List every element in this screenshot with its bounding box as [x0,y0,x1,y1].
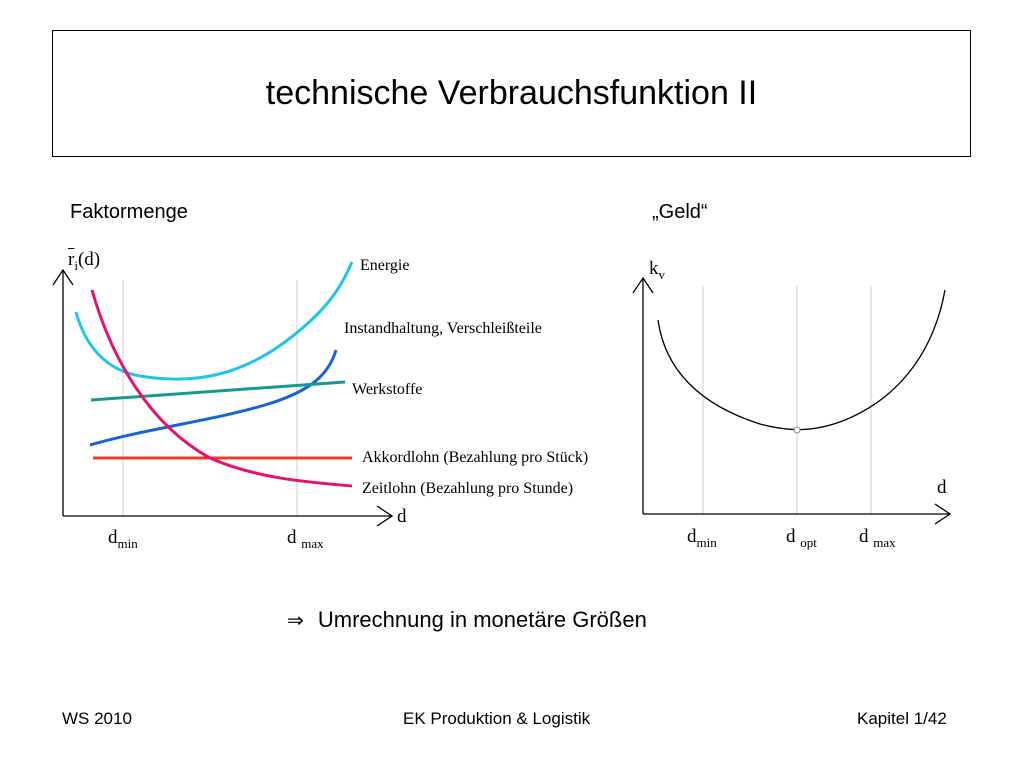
footer-center: EK Produktion & Logistik [403,709,591,728]
left-chart [52,261,394,527]
left-dmin-label: dmin [108,527,138,552]
legend-energie: Energie [360,257,410,274]
r-dmax-sub: max [873,534,896,550]
r-dmax-main: d [859,526,869,547]
y-label-tail: (d) [77,249,101,270]
kv-sub: v [658,266,666,282]
implies-arrow-icon: ⇒ [287,610,304,632]
right-dmin-label: dmin [687,526,717,551]
dmin-sub: min [117,535,138,551]
y-label-sub: i [74,257,78,273]
series-line-werkstoffe [90,380,346,402]
right-x-axis-arrow [934,503,952,525]
series-line-zeitlohn [90,289,353,488]
legend-zeitlohn: Zeitlohn (Bezahlung pro Stunde) [362,480,574,497]
dmax-main: d [287,527,297,548]
r-dmin-sub: min [696,534,717,550]
dmax-sub: max [301,535,324,551]
dmin-main: d [108,527,118,548]
footer-right: Kapitel 1/42 [857,709,947,728]
page-title: technische Verbrauchsfunktion II [265,74,758,112]
legend-akkordlohn: Akkordlohn (Bezahlung pro Stück) [362,449,589,466]
left-y-axis-label: ri(d) [68,249,100,274]
optimum-point [793,426,801,434]
series-line-energie [74,261,354,381]
y-label-main: r [68,249,75,270]
kv-main: k [649,258,659,279]
right-y-axis-label: kv [649,258,665,283]
right-chart [632,276,952,525]
legend-instandhaltung: Instandhaltung, Verschleißteile [344,320,542,337]
left-x-axis-label: d [397,506,407,527]
right-chart-heading: „Geld“ [652,201,708,223]
left-y-axis-arrow [52,268,74,286]
right-x-axis-label: d [937,477,947,498]
right-y-axis-arrow [632,276,654,294]
legend-werkstoffe: Werkstoffe [352,381,423,398]
right-dmax-label: d max [859,526,896,551]
cost-curve [657,289,946,431]
left-dmax-label: d max [287,527,324,552]
left-chart-heading: Faktormenge [70,201,188,223]
right-dopt-label: d opt [786,526,817,551]
conclusion-line: ⇒ Umrechnung in monetäre Größen [287,607,647,633]
dopt-main: d [786,526,796,547]
footer-left: WS 2010 [62,709,132,728]
r-dmin-main: d [687,526,697,547]
title-box: technische Verbrauchsfunktion II [52,30,971,157]
dopt-sub: opt [800,534,817,550]
series-line-instandhaltung [89,349,338,447]
conclusion-text: Umrechnung in monetäre Größen [317,607,647,632]
left-x-axis-arrow [376,505,394,527]
